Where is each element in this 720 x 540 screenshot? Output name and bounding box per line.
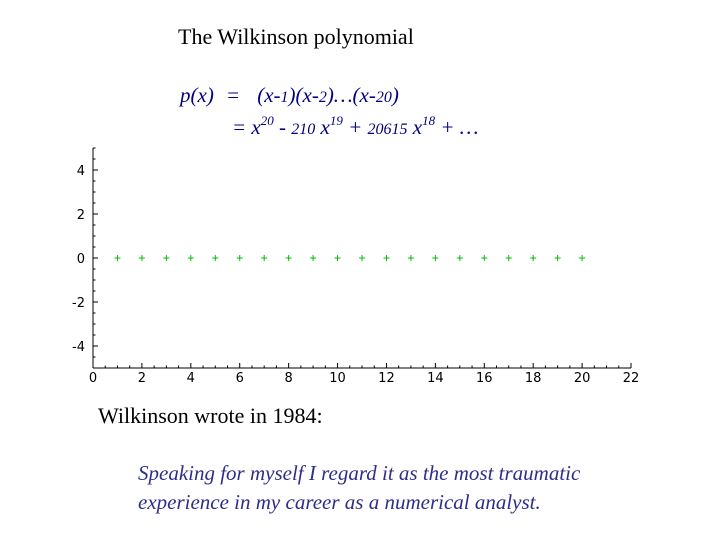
factor-dots: …	[333, 83, 353, 107]
factor-2-close: )	[326, 83, 334, 107]
operator-plus: +	[342, 115, 368, 139]
data-point	[407, 255, 414, 261]
data-point	[310, 255, 317, 261]
x-tick-label: 20	[574, 371, 591, 386]
term-1-exponent: 20	[260, 113, 274, 128]
operator-minus: -	[273, 115, 292, 139]
data-point	[481, 255, 488, 261]
data-point	[432, 255, 439, 261]
factor-20-close: )	[391, 83, 399, 107]
data-point	[114, 255, 121, 261]
data-point	[187, 255, 194, 261]
term-2-exponent: 19	[329, 113, 343, 128]
factor-1-number: 1	[280, 89, 289, 106]
term-1-base: x	[251, 115, 261, 139]
data-point	[138, 255, 145, 261]
x-tick-label: 6	[236, 371, 244, 386]
x-tick-label: 4	[187, 371, 195, 386]
quote-line-2: experience in my career as a numerical a…	[138, 490, 541, 514]
data-point	[505, 255, 512, 261]
term-3-exponent: 18	[422, 113, 436, 128]
data-point	[554, 255, 561, 261]
data-point	[456, 255, 463, 261]
y-tick-label: 2	[77, 208, 85, 223]
x-tick-label: 12	[378, 371, 395, 386]
quote-line-1: Speaking for myself I regard it as the m…	[138, 461, 581, 485]
data-point	[334, 255, 341, 261]
term-3-base: x	[407, 115, 423, 139]
data-point	[285, 255, 292, 261]
formula-equals-1: =	[225, 83, 240, 107]
y-tick-label: 4	[77, 164, 85, 179]
x-tick-label: 18	[525, 371, 542, 386]
data-point	[236, 255, 243, 261]
slide-title: The Wilkinson polynomial	[178, 24, 414, 49]
factor-20-number: 20	[375, 89, 392, 106]
y-tick-label: -2	[72, 296, 85, 311]
data-point	[359, 255, 365, 261]
factor-20-open: (x-	[352, 83, 376, 107]
x-tick-label: 22	[623, 371, 640, 386]
x-tick-label: 2	[138, 371, 146, 386]
factor-1-open: (x-	[257, 83, 281, 107]
x-tick-label: 0	[89, 371, 97, 386]
formula-product: p(x) = (x-1)(x-2)…(x-20)	[180, 83, 399, 108]
x-tick-label: 14	[427, 371, 444, 386]
factor-1-close: )	[288, 83, 296, 107]
data-point	[163, 255, 170, 261]
factor-2-number: 2	[318, 89, 327, 106]
term-2-coefficient: 210	[291, 121, 316, 138]
x-tick-label: 16	[476, 371, 493, 386]
wilkinson-quote: Speaking for myself I regard it as the m…	[138, 459, 580, 517]
formula-tail: + …	[435, 115, 479, 139]
data-point	[579, 255, 586, 261]
y-tick-label: -4	[72, 340, 85, 355]
term-3-coefficient: 20615	[367, 121, 408, 138]
data-point	[212, 255, 219, 261]
formula-lhs: p(x)	[180, 83, 214, 107]
y-tick-label: 0	[77, 252, 85, 267]
data-point	[383, 255, 390, 261]
quote-intro: Wilkinson wrote in 1984:	[98, 403, 323, 428]
x-tick-label: 8	[284, 371, 292, 386]
data-point	[530, 255, 537, 261]
factor-2-open: (x-	[295, 83, 319, 107]
term-2-base: x	[315, 115, 330, 139]
data-point	[261, 255, 268, 261]
x-tick-label: 10	[329, 371, 346, 386]
formula-expansion: = x20 - 210 x19 + 20615 x18 + …	[232, 113, 478, 140]
formula-equals-2: =	[232, 115, 247, 139]
